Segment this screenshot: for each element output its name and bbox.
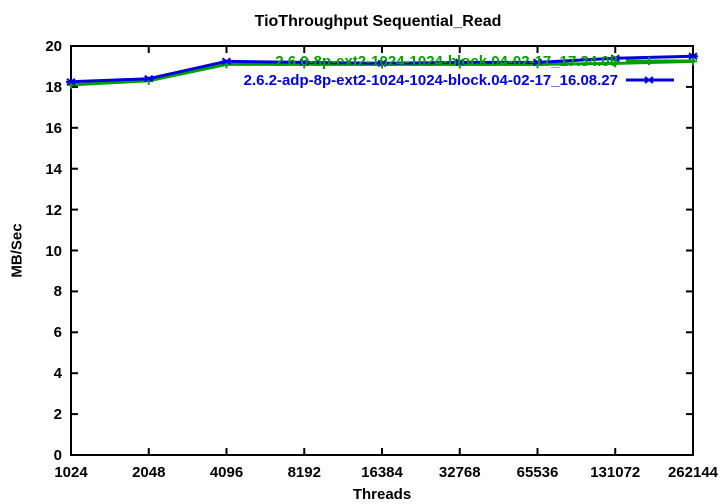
x-tick-label: 262144 bbox=[667, 464, 719, 481]
y-tick-label: 0 bbox=[53, 447, 62, 464]
y-tick-label: 8 bbox=[53, 283, 62, 301]
y-tick-label: 6 bbox=[53, 324, 62, 342]
x-tick-label: 4096 bbox=[209, 464, 244, 481]
y-tick-label: 20 bbox=[45, 38, 62, 55]
y-tick-label: 18 bbox=[45, 78, 62, 96]
x-tick-label: 32768 bbox=[438, 464, 481, 481]
plot-border bbox=[70, 45, 694, 456]
data-point-marker bbox=[644, 76, 654, 84]
x-tick-label: 2048 bbox=[132, 464, 166, 481]
data-point-marker bbox=[66, 77, 76, 86]
data-point-marker bbox=[455, 58, 465, 67]
y-tick-label: 16 bbox=[45, 119, 62, 137]
y-tick-label: 4 bbox=[53, 365, 62, 383]
x-tick-label: 1024 bbox=[54, 464, 88, 481]
legend-entry-series2: 2.6.2-adp-8p-ext2-1024-1024-block.04-02-… bbox=[243, 72, 618, 89]
x-tick-label: 16384 bbox=[361, 464, 403, 481]
x-axis-label: Threads bbox=[352, 486, 412, 503]
data-point-marker bbox=[610, 54, 620, 63]
y-tick-label: 14 bbox=[45, 160, 62, 178]
data-point-marker bbox=[299, 58, 309, 67]
data-point-marker bbox=[144, 74, 154, 83]
x-tick-label: 8192 bbox=[287, 464, 321, 481]
data-point-marker bbox=[221, 57, 232, 66]
y-tick-label: 12 bbox=[45, 201, 62, 219]
chart-title: TioThroughput Sequential_Read bbox=[254, 13, 502, 30]
legend-entry-series1: 2.6.0-8p-ext2-1024-1024-block.04-02-17_1… bbox=[275, 53, 618, 70]
x-tick-label: 65536 bbox=[516, 464, 559, 481]
y-tick-label: 2 bbox=[53, 406, 62, 424]
data-point-marker bbox=[532, 58, 543, 67]
y-tick-label: 10 bbox=[45, 242, 62, 260]
x-tick-label: 131072 bbox=[590, 464, 641, 481]
data-point-marker bbox=[377, 59, 387, 68]
data-point-marker bbox=[688, 52, 698, 61]
